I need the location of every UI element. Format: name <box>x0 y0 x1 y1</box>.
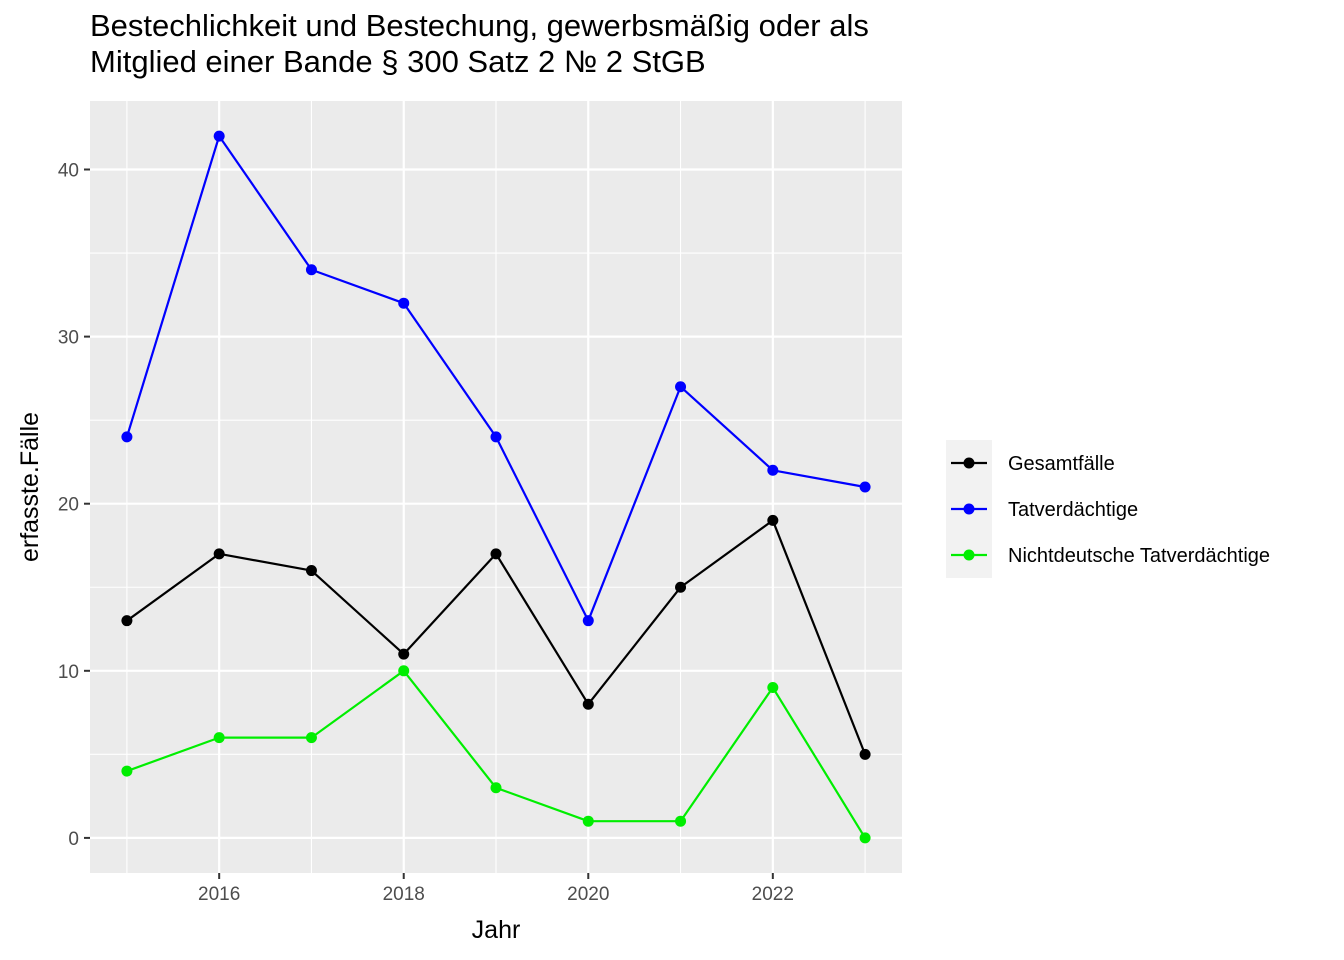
series-2-point <box>859 481 871 493</box>
y-tick-label: 40 <box>58 161 79 182</box>
series-1-point <box>582 698 594 710</box>
legend-key-point <box>963 503 975 515</box>
series-3-point <box>398 665 410 677</box>
legend: Gesamtfälle Tatverdächtige Nichtdeutsche T… <box>951 453 1270 567</box>
legend-label: Nichtdeutsche Tatverdächtige <box>1008 545 1270 567</box>
minor-grid <box>90 101 902 873</box>
chart-title-line-2: Mitglied einer Bande § 300 Satz 2 № 2 St… <box>90 44 706 79</box>
series-3-point <box>490 782 502 794</box>
x-axis-title: Jahr <box>472 916 521 944</box>
series-1-point <box>859 748 871 760</box>
chart-title-line-1: Bestechlichkeit und Bestechung, gewerbsm… <box>90 8 869 43</box>
series-1-point <box>675 581 687 593</box>
series-3-point <box>305 732 317 744</box>
y-tick-label: 20 <box>58 495 79 516</box>
series-1-point <box>767 514 779 526</box>
series-2-point <box>305 264 317 276</box>
series-3-point <box>582 815 594 827</box>
y-tick-label: 0 <box>68 829 79 850</box>
series-3-point <box>767 682 779 694</box>
x-tick-label: 2022 <box>752 884 794 905</box>
series-3-point <box>675 815 687 827</box>
series-2-point <box>121 431 133 443</box>
x-axis: 2016 2018 2020 2022 <box>198 873 794 905</box>
series-2-point <box>398 297 410 309</box>
x-tick-label: 2018 <box>383 884 425 905</box>
series-3-point <box>213 732 225 744</box>
series-3-point <box>859 832 871 844</box>
major-grid <box>90 101 902 873</box>
y-tick-label: 30 <box>58 328 79 349</box>
legend-label: Tatverdächtige <box>1008 499 1138 521</box>
x-tick-label: 2016 <box>198 884 240 905</box>
y-tick-label: 10 <box>58 662 79 683</box>
x-tick-label: 2020 <box>567 884 609 905</box>
y-axis: 0 10 20 30 40 <box>58 161 90 850</box>
legend-key-point <box>963 457 975 469</box>
series-1-point <box>305 565 317 577</box>
series-2-point <box>490 431 502 443</box>
series-1-point <box>398 648 410 660</box>
legend-key-point <box>963 549 975 561</box>
series-2-point <box>767 464 779 476</box>
series-layer <box>121 130 871 844</box>
chart-title: Bestechlichkeit und Bestechung, gewerbsm… <box>90 8 869 80</box>
series-2-point <box>213 130 225 142</box>
series-2-point <box>675 381 687 393</box>
series-2-point <box>582 615 594 627</box>
series-1-point <box>213 548 225 560</box>
y-axis-title: erfasste.Fälle <box>16 412 44 562</box>
series-1-point <box>121 615 133 627</box>
legend-label: Gesamtfälle <box>1008 453 1115 475</box>
series-1-point <box>490 548 502 560</box>
series-3-point <box>121 765 133 777</box>
